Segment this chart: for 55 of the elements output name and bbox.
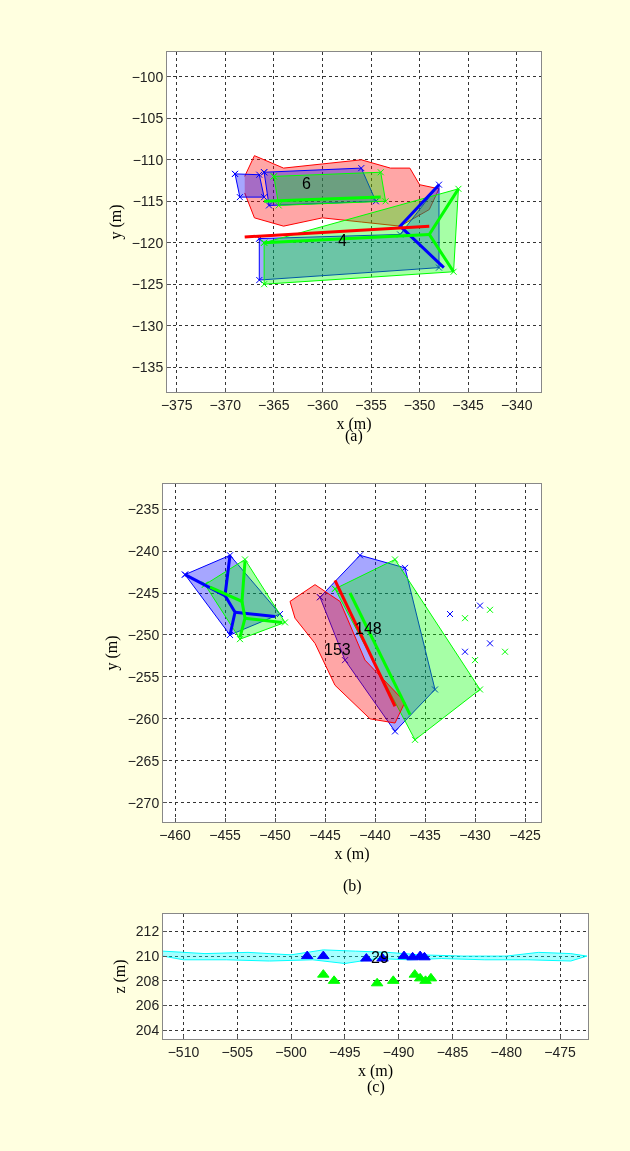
- y-tick-label: −245: [127, 584, 160, 601]
- x-tick-label: −495: [329, 1043, 361, 1060]
- x-tick-label: −450: [259, 826, 291, 843]
- x-axis-title: x (m): [357, 1062, 394, 1081]
- y-tick-label: −260: [127, 710, 160, 727]
- x-tick-label: −485: [436, 1043, 469, 1060]
- x-tick-label: −365: [258, 396, 290, 413]
- y-tick-label: 208: [135, 972, 160, 989]
- x-tick-label: −505: [221, 1043, 254, 1060]
- y-tick-label: −115: [132, 193, 164, 210]
- y-axis-title: z (m): [110, 959, 129, 994]
- x-tick-label: −480: [490, 1043, 523, 1060]
- y-axis-title: y (m): [106, 204, 125, 240]
- y-tick-label: −265: [127, 752, 160, 769]
- x-tick-label: −455: [209, 826, 241, 843]
- x-tick-label: −440: [359, 826, 391, 843]
- y-axis-title: y (m): [102, 635, 121, 671]
- x-tick-label: −435: [409, 826, 441, 843]
- x-tick-label: −375: [160, 396, 193, 413]
- y-tick-label: −270: [127, 794, 160, 811]
- x-tick-label: −340: [500, 396, 533, 413]
- x-tick-label: −510: [167, 1043, 200, 1060]
- y-tick-label: −255: [127, 668, 160, 685]
- y-tick-label: −125: [131, 276, 164, 293]
- series-label: 153: [324, 641, 351, 658]
- y-tick-label: 212: [135, 923, 160, 940]
- x-tick-label: −475: [544, 1043, 576, 1060]
- x-tick-label: −350: [403, 396, 436, 413]
- series-label: 29: [371, 949, 389, 966]
- y-tick-label: −250: [127, 626, 160, 643]
- x-tick-label: −370: [209, 396, 242, 413]
- x-axis-title: x (m): [334, 845, 370, 864]
- x-tick-label: −460: [159, 826, 191, 843]
- x-tick-label: −360: [306, 396, 339, 413]
- y-tick-label: −130: [131, 317, 164, 334]
- y-tick-label: −240: [127, 543, 160, 559]
- y-tick-label: −235: [127, 501, 160, 518]
- x-tick-label: −425: [509, 826, 541, 843]
- x-tick-label: −430: [459, 826, 491, 843]
- y-tick-label: 206: [135, 997, 160, 1014]
- y-tick-label: 204: [135, 1022, 160, 1039]
- y-tick-label: −135: [131, 359, 164, 376]
- x-tick-label: −445: [309, 826, 341, 843]
- x-tick-label: −345: [452, 396, 485, 413]
- x-tick-label: −500: [275, 1043, 308, 1060]
- series-label: 6: [302, 175, 311, 192]
- y-tick-label: −110: [132, 151, 164, 168]
- x-tick-label: −355: [355, 396, 387, 413]
- text: (c): [367, 1078, 385, 1096]
- y-tick-label: 210: [135, 947, 160, 964]
- x-tick-label: −490: [382, 1043, 415, 1060]
- text: (b): [343, 877, 362, 895]
- y-tick-label: −105: [131, 110, 164, 127]
- y-tick-label: −120: [131, 234, 164, 251]
- y-tick-label: −100: [131, 68, 164, 85]
